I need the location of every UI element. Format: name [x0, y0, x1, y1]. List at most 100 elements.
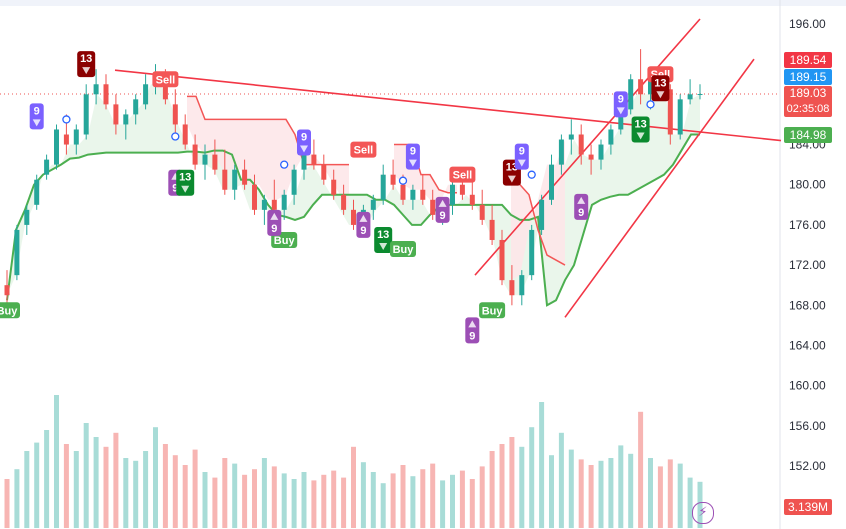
signal-box	[651, 75, 670, 102]
volume-bar	[14, 469, 20, 528]
signal-box	[77, 51, 96, 78]
volume-bar	[232, 463, 238, 528]
volume-bar	[4, 479, 10, 528]
volume-bar	[529, 427, 535, 528]
candle-body	[351, 209, 356, 225]
arrow-up-icon	[438, 199, 447, 207]
signal-box	[374, 226, 393, 253]
setup-dn-signal: 9	[29, 103, 44, 130]
volume-bar	[558, 432, 564, 528]
signal-text: 9	[440, 210, 446, 222]
signal-box	[0, 302, 20, 319]
signal-text: 13	[654, 77, 666, 89]
volume-bar	[331, 470, 337, 528]
y-tick-label: 196.00	[789, 17, 826, 31]
signal-text: 9	[410, 146, 416, 158]
candle-body	[34, 179, 40, 205]
signal-box	[356, 211, 371, 238]
signal-box	[435, 196, 450, 223]
signal-circle	[171, 132, 180, 141]
candle-body	[73, 129, 79, 145]
arrow-up-icon	[468, 320, 477, 328]
signal-box	[465, 317, 480, 344]
arrow-down-icon	[181, 185, 190, 193]
candle-body	[549, 164, 554, 200]
volume-bar	[648, 458, 653, 528]
candle-body	[123, 114, 129, 125]
signal-text: 9	[34, 105, 40, 117]
volume-bar	[242, 474, 248, 528]
signal-text: 9	[578, 207, 584, 219]
volume-bar	[469, 479, 475, 528]
arrow-down-icon	[636, 132, 645, 140]
cnt-dn-signal: 13	[374, 226, 393, 253]
candle-body	[539, 199, 545, 230]
countdown-timer: 02:35:08	[786, 103, 830, 115]
sell-signal: Sell	[449, 166, 476, 183]
resistance-line	[187, 95, 349, 166]
candle-body	[469, 194, 475, 205]
arrow-down-icon	[82, 67, 91, 75]
sell-signal: Sell	[350, 141, 377, 158]
signal-text: Sell	[453, 170, 473, 182]
candle-body	[648, 79, 653, 95]
signal-text: Sell	[156, 74, 176, 86]
support-price-label: 184.98	[784, 127, 832, 143]
top-bar	[0, 0, 846, 6]
volume-bar	[568, 449, 574, 528]
volume-bar	[34, 442, 40, 528]
arrow-up-icon	[270, 212, 279, 220]
candle-body	[63, 134, 69, 145]
candle-body	[420, 189, 426, 200]
candle-body	[608, 129, 614, 145]
candle-body	[301, 154, 307, 170]
arrow-down-icon	[300, 145, 308, 153]
candle-body	[628, 79, 634, 110]
candle-body	[252, 184, 257, 210]
signal-box	[574, 193, 589, 220]
candle-body	[202, 154, 208, 165]
trend-line	[564, 58, 755, 318]
volume-bar	[608, 458, 614, 528]
setup-up-signal: 9	[465, 317, 480, 344]
signal-text: 13	[634, 118, 646, 130]
setup-up-signal: 9	[574, 193, 589, 220]
candle-body	[558, 139, 564, 165]
volume-bar	[44, 430, 50, 528]
volume-bar	[123, 458, 129, 528]
signal-text: Buy	[274, 235, 296, 247]
candle-body	[598, 144, 604, 160]
setup-dn-signal: 9	[405, 143, 420, 170]
volume-bar	[519, 446, 525, 528]
volume-bar	[93, 437, 99, 528]
candle-body	[14, 229, 20, 276]
signal-circle	[280, 160, 289, 169]
setup-up-signal: 9	[356, 211, 371, 238]
volume-bar	[24, 451, 30, 528]
y-tick-label: 180.00	[789, 178, 826, 192]
volume-bar	[311, 480, 317, 528]
signal-circle	[62, 115, 71, 124]
signal-text: 9	[618, 93, 624, 105]
volume-bar	[499, 444, 505, 528]
candle-body	[638, 79, 644, 95]
volume-label: 3.139M	[784, 499, 832, 515]
buy-signal: Buy	[479, 302, 506, 319]
candle-body	[400, 184, 406, 200]
volume-bar	[618, 445, 624, 528]
candle-body	[4, 285, 10, 296]
candle-body	[113, 104, 119, 125]
last-price: 189.03	[789, 86, 827, 100]
arrow-down-icon	[408, 159, 417, 167]
lightning-icon[interactable]: ⚡	[692, 502, 714, 524]
candle-body	[103, 84, 109, 105]
candle-body	[261, 199, 267, 210]
signal-text: 9	[301, 132, 307, 144]
volume-bar	[182, 465, 188, 528]
volume-bar	[162, 444, 168, 528]
volume-bar	[489, 451, 495, 528]
